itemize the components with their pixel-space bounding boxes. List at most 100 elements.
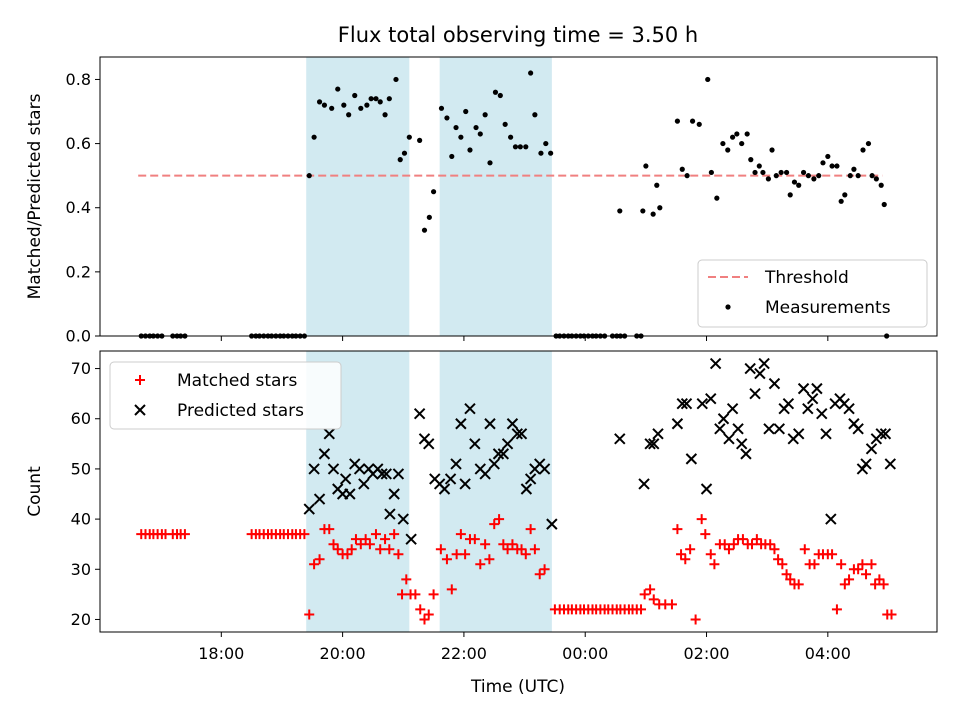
measurement-point	[730, 134, 736, 140]
matched-stars-point	[179, 529, 190, 540]
predicted-stars-point	[705, 392, 717, 405]
matched-stars-point	[685, 544, 696, 555]
counts-plot-frame	[99, 350, 938, 633]
ratio-y-axis: 0.0 0.2 0.4 0.6 0.8	[66, 70, 100, 346]
predicted-stars-point	[344, 488, 356, 500]
measurement-point	[346, 112, 352, 118]
measurement-point	[744, 131, 750, 137]
predicted-stars-point	[825, 513, 837, 525]
measurement-point	[679, 166, 685, 172]
measurement-point	[865, 140, 872, 147]
matched-stars-point	[428, 589, 439, 600]
predicted-stars-point	[497, 448, 510, 460]
measurement-point	[517, 144, 523, 150]
measurement-point	[725, 147, 731, 153]
matched-stars-point	[446, 584, 457, 595]
measurement-point	[393, 76, 399, 83]
predicted-stars-point	[376, 468, 388, 480]
measurement-point	[881, 201, 887, 208]
matched-stars-point	[435, 544, 446, 555]
matched-stars-point	[672, 524, 683, 535]
predicted-stars-point	[380, 468, 392, 480]
matched-stars-point	[645, 584, 656, 595]
measurement-point	[492, 89, 499, 95]
predicted-stars-point	[353, 463, 366, 475]
y-tick-label: 40	[71, 510, 91, 529]
counts-panel: 20 30 40 50 60 70 18:00 20:00 22:00 00:00 02:00 04…	[25, 350, 938, 697]
measurement-point	[406, 134, 412, 140]
measurement-point	[689, 118, 696, 124]
matched-stars-point	[769, 544, 780, 555]
legend-predicted-label: Predicted stars	[177, 401, 304, 421]
y-tick-label: 20	[71, 610, 91, 629]
legend-predicted-swatch	[134, 404, 146, 416]
observing-window-band	[439, 57, 552, 336]
matched-stars-point	[785, 574, 796, 585]
matched-stars-point	[680, 554, 691, 565]
matched-stars-point	[836, 559, 847, 570]
measurement-point	[860, 147, 866, 153]
observing-window-band	[439, 351, 552, 632]
measurement-point	[855, 173, 861, 179]
predicted-stars-point	[732, 423, 744, 435]
measurement-point	[401, 150, 408, 156]
matched-stars-point	[380, 534, 391, 545]
measurement-point	[528, 70, 534, 76]
ratio-legend: Threshold Measurements	[697, 259, 928, 328]
predicted-stars-point	[524, 473, 537, 485]
counts-legend: Matched stars Predicted stars	[109, 361, 342, 430]
ratio-plot-frame	[99, 56, 938, 337]
predicted-stars-point	[879, 428, 892, 440]
measurement-point	[386, 96, 392, 102]
measurement-point	[654, 182, 660, 188]
matched-stars-point	[484, 554, 495, 565]
predicted-stars-point	[717, 413, 730, 425]
matched-stars-point	[389, 529, 400, 540]
matched-stars-point	[441, 554, 452, 565]
measurement-point	[816, 173, 822, 179]
predicted-stars-point	[520, 483, 533, 495]
x-tick-label: 18:00	[198, 644, 244, 663]
measurement-point	[842, 192, 848, 198]
chart-title: Flux total observing time = 3.50 h	[338, 23, 698, 47]
matched-stars-point	[489, 519, 500, 530]
predicted-stars-point	[318, 448, 331, 460]
measurement-point	[873, 176, 879, 182]
matched-stars-point	[751, 534, 762, 545]
matched-stars-point	[475, 559, 486, 570]
matched-stars-point	[866, 559, 877, 570]
measurement-point	[878, 182, 884, 188]
measurement-point	[512, 144, 519, 150]
predicted-stars-point	[758, 357, 770, 370]
measurement-point	[543, 140, 549, 147]
y-tick-label: 0.2	[66, 262, 91, 281]
predicted-stars-point	[768, 377, 781, 390]
predicted-stars-point	[450, 458, 462, 470]
predicted-stars-point	[680, 397, 693, 410]
matched-stars-point	[364, 539, 375, 550]
predicted-stars-point	[754, 367, 766, 380]
matched-stars-point	[709, 559, 720, 570]
measurement-point	[617, 208, 623, 214]
predicted-stars-point	[860, 458, 872, 470]
predicted-stars-point	[638, 478, 650, 490]
matched-stars-point	[719, 539, 730, 550]
measurement-point	[829, 163, 835, 169]
measurement-point	[438, 105, 445, 111]
predicted-stars-point	[676, 397, 688, 410]
measurement-point	[805, 173, 812, 179]
measurement-point	[417, 137, 423, 143]
matched-stars-point	[705, 549, 716, 560]
matched-stars-point	[397, 589, 408, 600]
measurement-point	[734, 131, 740, 137]
measurement-point	[397, 157, 403, 163]
matched-stars-point	[355, 539, 366, 550]
measurement-point	[444, 115, 450, 121]
observing-window-shading	[306, 57, 552, 336]
predicted-stars-point	[479, 468, 491, 480]
matched-stars-point	[781, 569, 792, 580]
matched-stars-point	[410, 589, 421, 600]
measurement-point	[368, 96, 374, 102]
measurement-point	[473, 124, 479, 131]
measurement-point	[352, 92, 358, 99]
